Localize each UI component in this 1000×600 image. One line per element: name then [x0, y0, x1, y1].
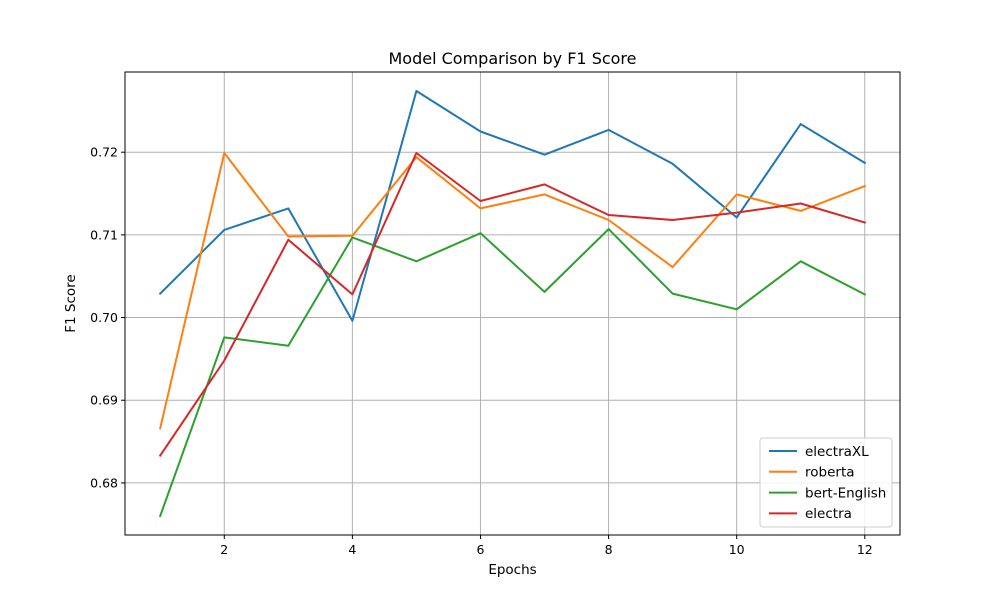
legend-label-roberta: roberta — [805, 465, 855, 481]
x-tick-label: 12 — [857, 542, 873, 557]
y-tick-label: 0.72 — [90, 145, 118, 160]
y-tick-label: 0.70 — [90, 310, 118, 325]
series-lines — [158, 90, 867, 518]
y-tick-label: 0.71 — [90, 227, 118, 242]
chart-title: Model Comparison by F1 Score — [389, 49, 637, 68]
x-tick-label: 4 — [348, 542, 356, 557]
series-line-roberta — [158, 152, 867, 430]
plot-frame — [124, 71, 901, 536]
y-tick-label: 0.69 — [90, 393, 118, 408]
series-line-electra — [158, 152, 867, 457]
legend-label-electra: electra — [805, 506, 852, 522]
x-tick-label: 10 — [729, 542, 745, 557]
series-line-bert-english — [158, 228, 867, 518]
series-line-electraxl — [158, 90, 867, 322]
legend-label-bert-english: bert-English — [805, 485, 886, 501]
legend-label-electraxl: electraXL — [805, 444, 869, 460]
legend-box — [759, 437, 893, 528]
legend: electraXL roberta bert-English electra — [759, 437, 893, 528]
x-axis-label: Epochs — [488, 562, 536, 578]
x-tick-label: 8 — [605, 542, 613, 557]
axis-ticks: 2 4 6 8 10 12 0.68 0.69 0.70 0.71 0.72 — [90, 145, 873, 557]
x-tick-label: 2 — [220, 542, 228, 557]
y-axis-label: F1 Score — [63, 274, 79, 332]
grid — [125, 72, 900, 535]
x-tick-label: 6 — [476, 542, 484, 557]
y-tick-label: 0.68 — [90, 475, 118, 490]
